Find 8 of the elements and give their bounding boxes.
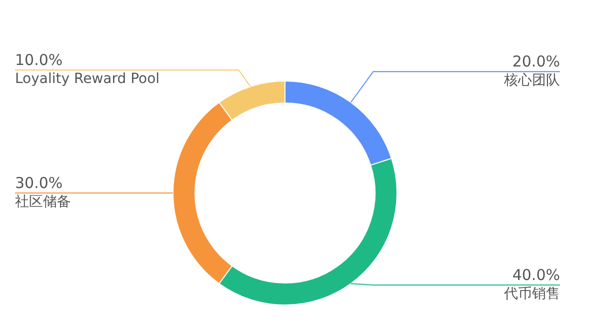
slice-label: 社区储备	[15, 194, 71, 210]
slice-label: Loyality Reward Pool	[15, 71, 160, 87]
data-label: 10.0%	[15, 51, 63, 69]
slice-label: 核心团队	[503, 72, 560, 89]
data-label: 20.0%	[512, 52, 560, 71]
data-label: 40.0%	[512, 266, 560, 284]
data-label: 30.0%	[15, 174, 63, 192]
slice-label: 代币销售	[503, 286, 560, 302]
